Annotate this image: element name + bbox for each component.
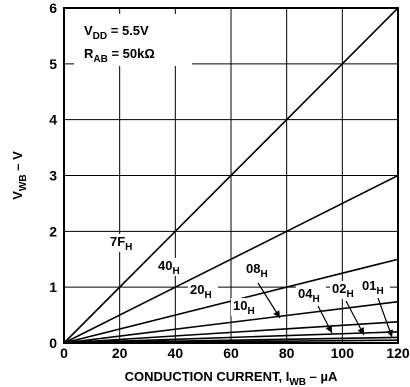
series-line: [63, 7, 399, 344]
series-label-background: [296, 286, 326, 304]
y-tick-label: 5: [49, 56, 57, 72]
y-tick-label: 0: [49, 335, 57, 351]
series-label: 20H: [190, 282, 212, 301]
leader-arrowhead: [357, 327, 364, 335]
series-label: 40H: [158, 258, 180, 277]
series-label-background: [330, 281, 360, 299]
series-label: 08H: [246, 261, 268, 280]
x-tick-label: 120: [386, 345, 410, 361]
y-tick-label: 3: [49, 168, 57, 184]
x-tick-label: 20: [112, 345, 128, 361]
series-line: [63, 300, 399, 344]
x-tick-label: 100: [331, 345, 355, 361]
series-label: 10H: [233, 298, 255, 317]
series-line: [63, 174, 399, 344]
y-tick-label: 6: [49, 0, 57, 16]
x-tick-label: 0: [60, 345, 68, 361]
series-label-background: [156, 258, 186, 276]
series-line: [63, 320, 399, 344]
leader-arrowhead: [273, 310, 280, 318]
series-label-background: [360, 278, 390, 296]
series-label-background: [244, 261, 274, 279]
conditions-background: [74, 14, 192, 66]
x-tick-label: 60: [223, 345, 239, 361]
leader-arrowhead: [325, 325, 332, 333]
x-axis-label: CONDUCTION CURRENT, IWB – µA: [125, 369, 338, 387]
x-tick-label: 40: [168, 345, 184, 361]
series-label-background: [108, 234, 138, 252]
x-tick-label: 80: [279, 345, 295, 361]
leader-arrowhead: [386, 329, 393, 337]
series-label-background: [231, 298, 261, 316]
y-tick-label: 4: [49, 112, 57, 128]
plot-frame: [63, 7, 399, 344]
series-label: 01H: [362, 278, 384, 297]
conditions-box: VDD = 5.5V RAB = 50kΩ: [74, 14, 192, 66]
series-label: 7FH: [110, 234, 132, 253]
series-line: [63, 331, 399, 344]
condition-text: RAB = 50kΩ: [84, 46, 155, 65]
series-label-background: [188, 282, 218, 300]
y-tick-label: 1: [49, 279, 57, 295]
y-axis-label: VWB – V: [10, 151, 29, 200]
tick-labels: 0 20 40 60 80 100 120 0 1 2 3 4 5 6: [49, 0, 410, 361]
series-label: 02H: [332, 281, 354, 300]
series-label: 04H: [298, 286, 320, 305]
y-tick-label: 2: [49, 223, 57, 239]
axis-labels: CONDUCTION CURRENT, IWB – µA VWB – V: [10, 151, 338, 387]
series-labels: 7FH 40H 20H 10H 08H 04H 02H 01H: [108, 234, 393, 338]
condition-text: VDD = 5.5V: [84, 23, 149, 42]
